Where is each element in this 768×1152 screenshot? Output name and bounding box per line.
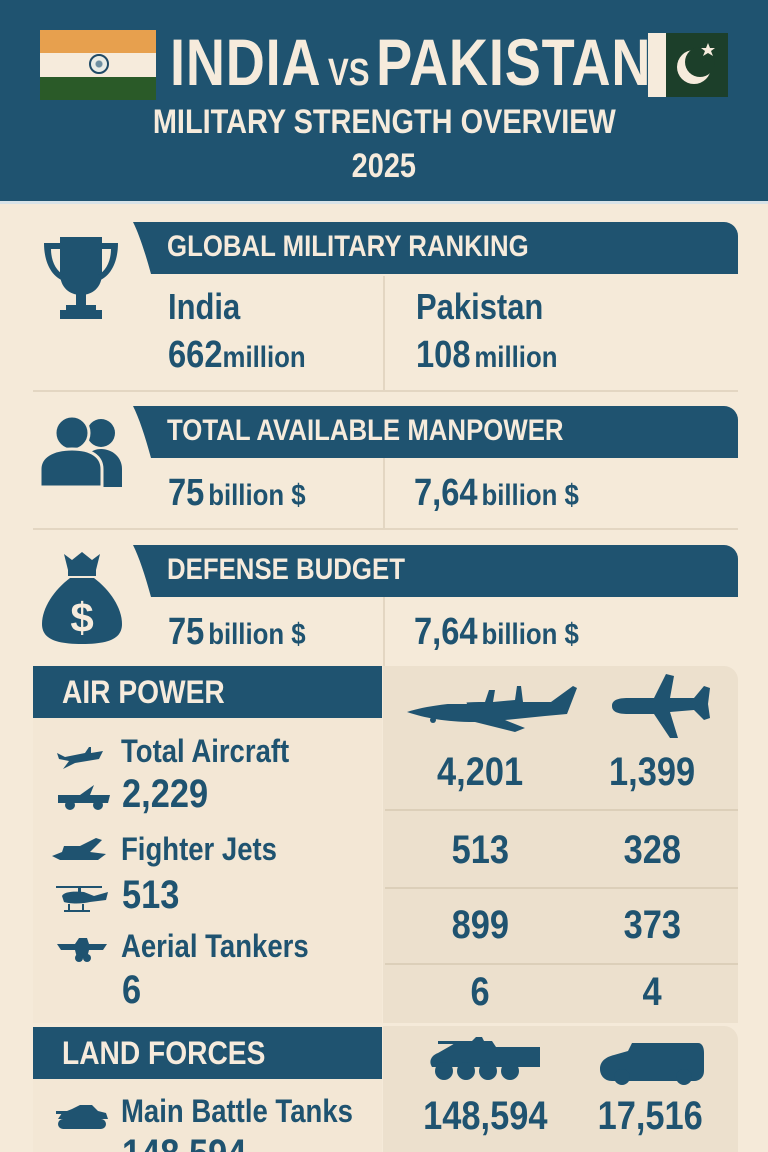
fighter-plane-icon bbox=[612, 674, 710, 738]
row-divider bbox=[33, 528, 738, 530]
air-pakistan-aerial-tankers: 4 bbox=[642, 970, 662, 1014]
metric-value-total-aircraft: 2,229 bbox=[122, 772, 209, 816]
title-vs: vs bbox=[327, 52, 370, 94]
section-header-ranking: GLOBAL MILITARY RANKING bbox=[133, 222, 738, 274]
budget-pakistan-value: 7,64 billion $ bbox=[414, 611, 579, 653]
air-india-total-aircraft: 4,201 bbox=[436, 750, 524, 794]
row-divider bbox=[385, 963, 738, 965]
page-title: INDIA vs PAKISTAN bbox=[170, 22, 650, 102]
fighter-jet-icon bbox=[52, 838, 106, 860]
metric-value-main-battle-tanks: 148,594 bbox=[122, 1132, 246, 1152]
armored-truck-icon bbox=[600, 1043, 704, 1085]
air-india-aerial-tankers: 6 bbox=[470, 970, 490, 1014]
india-flag-icon bbox=[40, 30, 156, 100]
air-pakistan-fighter-jets: 328 bbox=[623, 828, 681, 872]
metric-value-aerial-tankers: 6 bbox=[122, 968, 142, 1012]
metric-label-fighter-jets: Fighter Jets bbox=[121, 831, 277, 867]
ranking-pakistan-value: 108 million bbox=[416, 334, 558, 376]
budget-india-value: 75 billion $ bbox=[168, 611, 306, 653]
title-pakistan: PAKISTAN bbox=[376, 25, 652, 99]
column-divider bbox=[383, 597, 385, 667]
india-label: India bbox=[168, 286, 241, 327]
pakistan-flag-icon bbox=[648, 33, 728, 97]
crescent-star-icon bbox=[677, 43, 715, 84]
row-divider bbox=[33, 390, 738, 392]
helicopter-icon bbox=[56, 886, 108, 912]
ranking-india-value: 662million bbox=[168, 334, 306, 376]
armored-vehicle-icon bbox=[58, 785, 110, 810]
people-icon bbox=[38, 414, 122, 489]
column-divider bbox=[383, 458, 385, 530]
metric-label-total-aircraft: Total Aircraft bbox=[121, 733, 290, 769]
header-banner: INDIA vs PAKISTAN MILITARY STRENGTH OVER… bbox=[0, 0, 768, 201]
section-header-manpower: TOTAL AVAILABLE MANPOWER bbox=[133, 406, 738, 458]
ashoka-chakra-icon bbox=[89, 54, 109, 74]
metric-label-aerial-tankers: Aerial Tankers bbox=[121, 928, 309, 964]
air-power-left-panel bbox=[33, 718, 382, 1023]
money-bag-icon: $ bbox=[42, 552, 122, 644]
pakistan-label: Pakistan bbox=[416, 286, 544, 327]
manpower-india-value: 75 billion $ bbox=[168, 472, 306, 514]
section-header-budget: DEFENSE BUDGET bbox=[133, 545, 738, 597]
page-year: 2025 bbox=[351, 147, 417, 185]
manpower-pakistan-value: 7,64 billion $ bbox=[414, 472, 579, 514]
metric-value-fighter-jets: 513 bbox=[122, 873, 180, 917]
plane-icon bbox=[57, 747, 103, 769]
tank-icon bbox=[56, 1105, 108, 1129]
land-india-main-battle-tanks: 148,594 bbox=[422, 1094, 548, 1138]
air-pakistan-helicopters: 373 bbox=[623, 903, 681, 947]
armored-personnel-carrier-icon bbox=[430, 1037, 540, 1080]
air-pakistan-total-aircraft: 1,399 bbox=[608, 750, 696, 794]
header-divider bbox=[0, 201, 768, 204]
section-header-land-forces: LAND FORCES bbox=[33, 1027, 382, 1079]
land-pakistan-main-battle-tanks: 17,516 bbox=[597, 1094, 703, 1138]
jet-aircraft-icon bbox=[407, 686, 577, 732]
air-india-helicopters: 899 bbox=[451, 903, 509, 947]
row-divider bbox=[385, 887, 738, 889]
column-divider bbox=[383, 276, 385, 392]
row-divider bbox=[385, 809, 738, 811]
section-header-air-power: AIR POWER bbox=[33, 666, 382, 718]
page-subtitle: MILITARY STRENGTH OVERVIEW bbox=[152, 103, 616, 141]
trophy-icon bbox=[44, 237, 118, 319]
title-india: INDIA bbox=[170, 25, 322, 99]
svg-text:$: $ bbox=[70, 594, 93, 641]
metric-label-main-battle-tanks: Main Battle Tanks bbox=[121, 1093, 353, 1129]
tanker-aircraft-icon bbox=[57, 938, 107, 962]
air-india-fighter-jets: 513 bbox=[451, 828, 509, 872]
